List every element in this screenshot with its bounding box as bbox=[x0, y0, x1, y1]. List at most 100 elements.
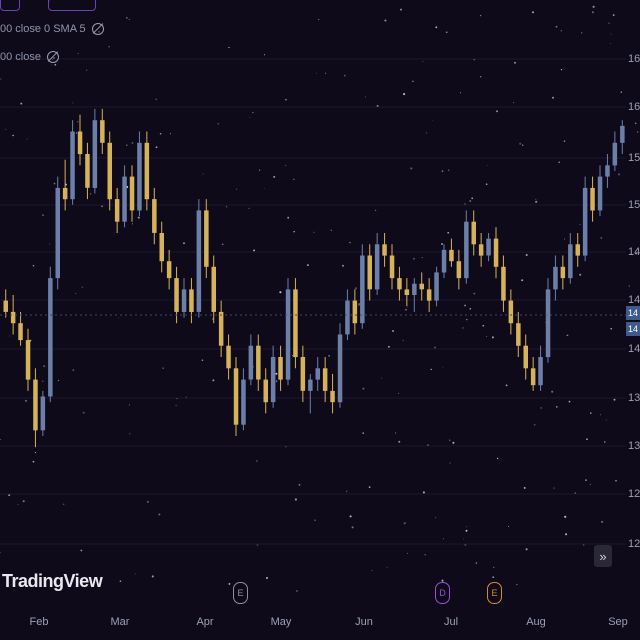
candle-body[interactable] bbox=[612, 142, 618, 166]
candle-body[interactable] bbox=[308, 379, 313, 391]
candle-body[interactable] bbox=[18, 323, 23, 341]
candle-body[interactable] bbox=[85, 154, 90, 188]
candle-body[interactable] bbox=[129, 176, 135, 211]
candle-body[interactable] bbox=[107, 142, 113, 200]
candle-body[interactable] bbox=[300, 357, 306, 391]
candle-body[interactable] bbox=[3, 300, 9, 312]
background-star bbox=[430, 368, 432, 371]
candle-body[interactable] bbox=[582, 187, 588, 256]
candle-body[interactable] bbox=[404, 289, 410, 295]
candle-body[interactable] bbox=[478, 244, 484, 256]
candle-body[interactable] bbox=[263, 379, 269, 403]
candle-body[interactable] bbox=[508, 300, 514, 324]
candle-body[interactable] bbox=[545, 289, 551, 358]
candle-body[interactable] bbox=[486, 238, 491, 256]
candle-body[interactable] bbox=[211, 266, 217, 312]
candle-body[interactable] bbox=[77, 131, 83, 155]
candle-body[interactable] bbox=[10, 311, 16, 324]
candle-body[interactable] bbox=[345, 300, 350, 335]
candle-body[interactable] bbox=[114, 199, 120, 222]
earnings-event-icon[interactable]: E bbox=[233, 582, 248, 604]
candle-body[interactable] bbox=[285, 289, 291, 380]
legend-close[interactable]: 00 close bbox=[0, 51, 59, 63]
candle-body[interactable] bbox=[620, 125, 625, 143]
candle-body[interactable] bbox=[597, 176, 603, 211]
candle-body[interactable] bbox=[568, 244, 573, 279]
candle-body[interactable] bbox=[70, 131, 75, 200]
candle-body[interactable] bbox=[337, 334, 343, 403]
toolbar-button-indicator[interactable] bbox=[48, 0, 96, 11]
candle-body[interactable] bbox=[434, 272, 439, 301]
background-star bbox=[155, 146, 158, 149]
candle-body[interactable] bbox=[40, 396, 46, 431]
candle-body[interactable] bbox=[538, 357, 543, 386]
candle-body[interactable] bbox=[166, 261, 172, 279]
candle-body[interactable] bbox=[278, 357, 283, 380]
candle-body[interactable] bbox=[397, 278, 402, 290]
candle-body[interactable] bbox=[464, 221, 469, 279]
candle-body[interactable] bbox=[471, 221, 477, 245]
candle-body[interactable] bbox=[55, 187, 61, 279]
candle-body[interactable] bbox=[92, 120, 98, 188]
candle-body[interactable] bbox=[100, 120, 105, 143]
candle-body[interactable] bbox=[137, 142, 142, 211]
candle-body[interactable] bbox=[270, 357, 276, 403]
candle-body[interactable] bbox=[382, 244, 387, 256]
candle-body[interactable] bbox=[181, 289, 187, 312]
candle-body[interactable] bbox=[530, 368, 536, 386]
candle-body[interactable] bbox=[196, 210, 202, 312]
candle-body[interactable] bbox=[293, 289, 298, 358]
candle-body[interactable] bbox=[315, 368, 321, 380]
candle-body[interactable] bbox=[560, 266, 566, 279]
scroll-to-realtime-button[interactable]: » bbox=[594, 545, 612, 567]
candle-body[interactable] bbox=[389, 255, 395, 279]
candle-body[interactable] bbox=[25, 340, 31, 380]
candle-body[interactable] bbox=[248, 345, 254, 380]
candle-body[interactable] bbox=[48, 278, 53, 397]
candle-body[interactable] bbox=[241, 379, 246, 425]
candle-body[interactable] bbox=[412, 283, 417, 295]
candle-body[interactable] bbox=[33, 379, 38, 431]
candle-body[interactable] bbox=[256, 345, 261, 380]
candle-body[interactable] bbox=[367, 255, 373, 290]
background-star bbox=[579, 273, 582, 276]
candle-body[interactable] bbox=[204, 210, 209, 267]
candle-body[interactable] bbox=[152, 199, 157, 233]
background-star bbox=[0, 78, 2, 80]
candle-body[interactable] bbox=[174, 278, 179, 312]
candle-body[interactable] bbox=[523, 345, 529, 369]
hidden-eye-icon[interactable] bbox=[91, 23, 104, 35]
candle-body[interactable] bbox=[449, 249, 454, 262]
candle-body[interactable] bbox=[456, 261, 462, 279]
candle-body[interactable] bbox=[419, 283, 425, 290]
candle-body[interactable] bbox=[189, 289, 194, 312]
candle-body[interactable] bbox=[144, 142, 150, 200]
candle-body[interactable] bbox=[374, 244, 380, 290]
candle-body[interactable] bbox=[605, 165, 610, 177]
candle-body[interactable] bbox=[226, 345, 231, 369]
candle-body[interactable] bbox=[590, 187, 595, 211]
toolbar-button-left[interactable] bbox=[0, 0, 20, 11]
legend-sma[interactable]: 00 close 0 SMA 5 bbox=[0, 23, 104, 35]
candle-body[interactable] bbox=[553, 266, 558, 290]
candle-body[interactable] bbox=[233, 368, 239, 425]
candle-body[interactable] bbox=[218, 311, 224, 346]
dividend-event-icon[interactable]: D bbox=[435, 582, 450, 604]
candle-body[interactable] bbox=[493, 238, 499, 267]
candle-body[interactable] bbox=[352, 300, 358, 324]
earnings-event-icon[interactable]: E bbox=[487, 582, 502, 604]
candle-body[interactable] bbox=[441, 249, 447, 273]
hidden-eye-icon[interactable] bbox=[46, 51, 59, 63]
candle-body[interactable] bbox=[322, 368, 328, 391]
candle-body[interactable] bbox=[159, 233, 165, 262]
candle-body[interactable] bbox=[360, 255, 365, 324]
candle-body[interactable] bbox=[501, 266, 506, 301]
candle-body[interactable] bbox=[426, 289, 432, 301]
candle-body[interactable] bbox=[516, 323, 521, 346]
candle-body[interactable] bbox=[330, 390, 335, 403]
candle-body[interactable] bbox=[122, 176, 127, 222]
candle-body[interactable] bbox=[575, 244, 581, 256]
candle-body[interactable] bbox=[62, 187, 68, 200]
